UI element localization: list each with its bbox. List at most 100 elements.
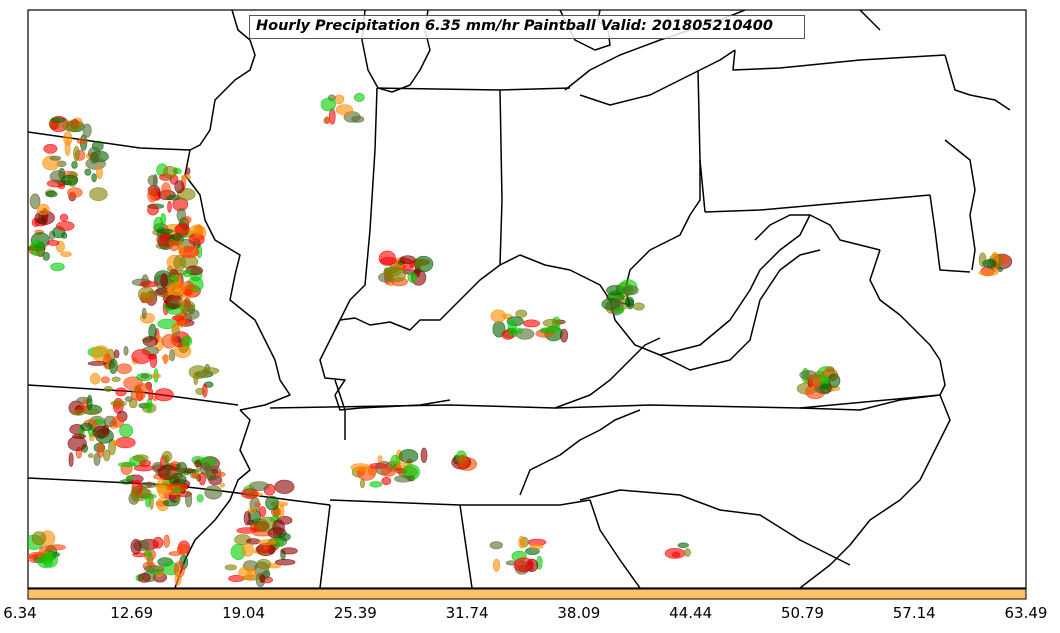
paintball-blob [258, 506, 267, 517]
paintball-blob [279, 503, 285, 518]
paintball-blob [204, 485, 223, 500]
paintball-blob [513, 557, 534, 573]
paintball-blob [202, 367, 220, 375]
paintball-blob [211, 469, 219, 474]
paintball-blob [125, 475, 134, 481]
paintball-blob [123, 345, 129, 356]
paintball-blob [103, 385, 113, 392]
paintball-blob [671, 551, 681, 558]
paintball-blob [118, 462, 136, 468]
paintball-blob [163, 165, 177, 179]
paintball-blob [529, 543, 544, 550]
paintball-blob [615, 307, 625, 314]
kentucky-tennessee-border [269, 394, 941, 409]
paintball-blob [821, 383, 830, 390]
paintball-blob [246, 571, 253, 581]
paintball-blob [84, 168, 92, 176]
paintball-blob [140, 373, 150, 379]
paintball-blob [60, 174, 79, 186]
colorbar-tick-label: 6.34 [3, 604, 37, 622]
paintball-blob [116, 363, 132, 375]
paintball-blob [67, 436, 87, 452]
mississippi-river-illinois [184, 149, 291, 411]
paintball-blob [48, 544, 66, 551]
paintball-blob [45, 191, 58, 198]
paintball-blob [194, 460, 202, 468]
colorbar-tick-label: 57.14 [892, 604, 936, 622]
paintball-blob [808, 375, 822, 387]
paintball-blob [133, 464, 154, 472]
tennessee-river [334, 379, 346, 440]
paintball-blob [110, 400, 127, 407]
colorbar-tick-label: 12.69 [110, 604, 154, 622]
paintball-blob [131, 349, 152, 364]
paintball-blob [254, 502, 261, 508]
mississippi-alabama-border [319, 504, 331, 588]
paintball-blob [144, 550, 152, 557]
paintball-blob [76, 138, 88, 145]
colorbar [27, 588, 1027, 600]
paintball-blob [63, 131, 73, 146]
paintball-blob [160, 273, 168, 289]
ohio-pennsylvania-border [697, 69, 706, 213]
paintball-blob [67, 187, 83, 198]
paintball-blob [163, 534, 170, 548]
paintball-blob [138, 286, 156, 303]
paintball-blob [172, 487, 182, 493]
sc-georgia-border [589, 499, 641, 588]
paintball-blob [274, 558, 296, 566]
paintball-blob [997, 267, 1003, 273]
paintball-blob [215, 471, 226, 478]
paintball-blob [147, 175, 158, 186]
paintball-blob [96, 441, 105, 458]
paintball-blob [265, 495, 279, 511]
paintball-blob [73, 146, 80, 162]
paintball-blob [173, 254, 186, 271]
paintball-blob [56, 221, 75, 231]
paintball-blob [182, 269, 192, 278]
paintball-blob [161, 333, 178, 349]
paintball-blob [489, 541, 503, 550]
paintball-blob [108, 358, 118, 374]
paintball-blob [89, 187, 108, 201]
paintball-blob [825, 366, 835, 373]
paintball-blob [161, 182, 171, 198]
state-borders [28, 10, 1011, 588]
paintball-blob [515, 309, 528, 318]
paintball-blob [407, 272, 417, 283]
paintball-blob [353, 92, 365, 102]
paintball-blob [185, 167, 191, 175]
paintball-blob [274, 479, 295, 494]
paintball-blob [130, 538, 142, 555]
colorbar-tick-label: 63.49 [1004, 604, 1048, 622]
precipitation-paintballs [28, 92, 1013, 588]
paintball-blob [677, 542, 689, 548]
paintball-blob [196, 494, 204, 503]
paintball-blob [113, 349, 120, 359]
paintball-blob [167, 200, 172, 213]
paintball-blob [193, 371, 199, 386]
paintball-blob [350, 463, 371, 472]
paintball-blob [323, 117, 331, 125]
paintball-blob [156, 228, 174, 234]
paintball-blob [29, 239, 44, 256]
colorbar-tick-label: 50.79 [780, 604, 824, 622]
paintball-blob [61, 120, 83, 132]
paintball-blob [377, 455, 383, 463]
paintball-blob [241, 542, 255, 557]
paintball-blob [398, 449, 419, 464]
paintball-blob [518, 535, 526, 549]
paintball-blob [540, 327, 561, 333]
colorbar-tick-label: 44.44 [669, 604, 713, 622]
paintball-blob [130, 486, 140, 502]
paintball-blob [174, 571, 182, 586]
paintball-blob [369, 462, 388, 469]
tennessee-south-border [329, 499, 591, 506]
paintball-blob [124, 396, 133, 402]
paintball-blob [369, 481, 383, 488]
paintball-blob [409, 262, 415, 269]
paintball-blob [684, 548, 691, 557]
paintball-blob [179, 300, 196, 313]
paintball-blob [154, 388, 174, 402]
